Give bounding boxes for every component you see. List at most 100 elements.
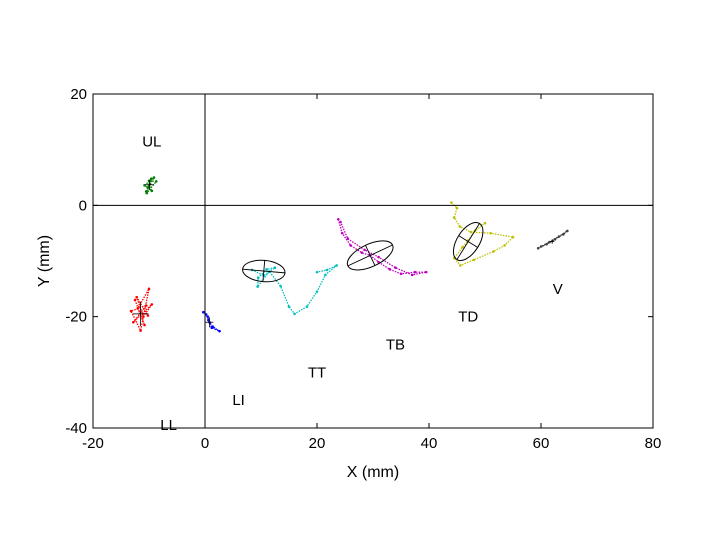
data-point — [142, 315, 145, 318]
annotation-label: LL — [160, 417, 177, 434]
x-tick-label: -20 — [82, 435, 104, 452]
data-point — [279, 284, 282, 288]
y-tick-label: -40 — [65, 420, 87, 437]
data-point — [377, 260, 380, 264]
data-point — [256, 285, 259, 288]
data-point — [136, 307, 140, 310]
x-tick-label: 80 — [645, 435, 662, 452]
data-point — [489, 231, 492, 235]
data-point — [315, 270, 319, 274]
data-point — [545, 243, 548, 246]
data-point — [472, 258, 476, 262]
data-point — [265, 268, 268, 271]
data-point — [553, 237, 557, 241]
data-point — [511, 235, 515, 239]
x-tick-label: 20 — [309, 435, 326, 452]
data-point — [293, 312, 296, 316]
data-point — [146, 314, 150, 317]
data-point — [150, 303, 154, 306]
x-tick-label: 40 — [421, 435, 438, 452]
x-tick-label: 60 — [533, 435, 550, 452]
ellipse-minor-axis — [458, 235, 478, 248]
zero-lines — [93, 94, 653, 428]
data-point — [152, 176, 156, 179]
data-point — [324, 273, 327, 277]
y-tick-label: 0 — [79, 197, 87, 214]
data-point — [455, 206, 459, 210]
data-point — [336, 217, 340, 221]
x-tick-label: 0 — [201, 435, 209, 452]
marks-layer — [129, 176, 569, 333]
data-point — [503, 244, 506, 247]
data-point — [536, 246, 540, 250]
y-axis-label: Y (mm) — [36, 235, 53, 287]
annotation-label: TT — [308, 364, 326, 381]
data-point — [273, 266, 277, 269]
data-point — [202, 310, 205, 314]
data-point — [349, 244, 352, 247]
series-1 — [129, 287, 154, 332]
data-point — [325, 268, 329, 272]
data-point — [377, 255, 380, 259]
data-point — [144, 304, 148, 307]
series-4 — [336, 217, 428, 277]
annotation-label: V — [553, 281, 563, 298]
series-6 — [536, 229, 569, 250]
data-point — [145, 191, 149, 195]
data-point — [133, 298, 137, 302]
data-point — [135, 295, 138, 299]
data-point — [492, 250, 495, 253]
data-point — [346, 237, 350, 241]
data-point — [206, 315, 210, 318]
data-point — [394, 266, 397, 269]
annotation-label: LI — [232, 392, 245, 409]
data-point — [129, 309, 133, 313]
data-point — [147, 287, 151, 291]
series-3 — [242, 259, 338, 316]
data-point — [410, 273, 414, 277]
data-point — [458, 225, 462, 228]
annotation-label: UL — [142, 133, 161, 150]
data-point — [459, 264, 462, 267]
series-trace — [337, 219, 427, 276]
data-point — [399, 272, 403, 276]
data-point — [305, 305, 309, 308]
data-point — [388, 268, 392, 271]
data-point — [424, 270, 428, 274]
data-point — [150, 189, 154, 193]
series-5 — [450, 201, 515, 267]
data-point — [335, 264, 338, 267]
data-point — [461, 245, 464, 249]
series-trace — [130, 288, 153, 332]
series-trace — [251, 264, 338, 315]
data-point — [149, 177, 153, 180]
data-point — [210, 326, 214, 330]
data-point — [539, 245, 543, 248]
ellipse-minor-axis — [262, 260, 266, 282]
data-point — [562, 232, 565, 236]
data-point — [566, 229, 569, 233]
ellipse-minor-axis — [365, 245, 376, 266]
data-point — [452, 216, 456, 219]
data-point — [469, 230, 473, 234]
data-point — [154, 180, 158, 183]
y-tick-label: 20 — [70, 86, 87, 103]
data-point — [557, 235, 561, 238]
data-point — [339, 220, 342, 224]
data-point — [360, 251, 364, 254]
data-point — [450, 201, 453, 204]
data-point — [315, 290, 319, 293]
annotations-layer: UL LL LI TT TB TD V — [142, 133, 563, 434]
annotation-label: TD — [458, 309, 478, 326]
y-tick-label: -20 — [65, 309, 87, 326]
data-point — [483, 221, 487, 225]
data-point — [207, 318, 210, 322]
data-point — [139, 329, 142, 332]
plot-frame — [92, 93, 654, 429]
series-0 — [143, 176, 158, 195]
data-point — [363, 248, 366, 252]
x-axis-label: X (mm) — [347, 464, 399, 481]
data-point — [146, 186, 150, 189]
